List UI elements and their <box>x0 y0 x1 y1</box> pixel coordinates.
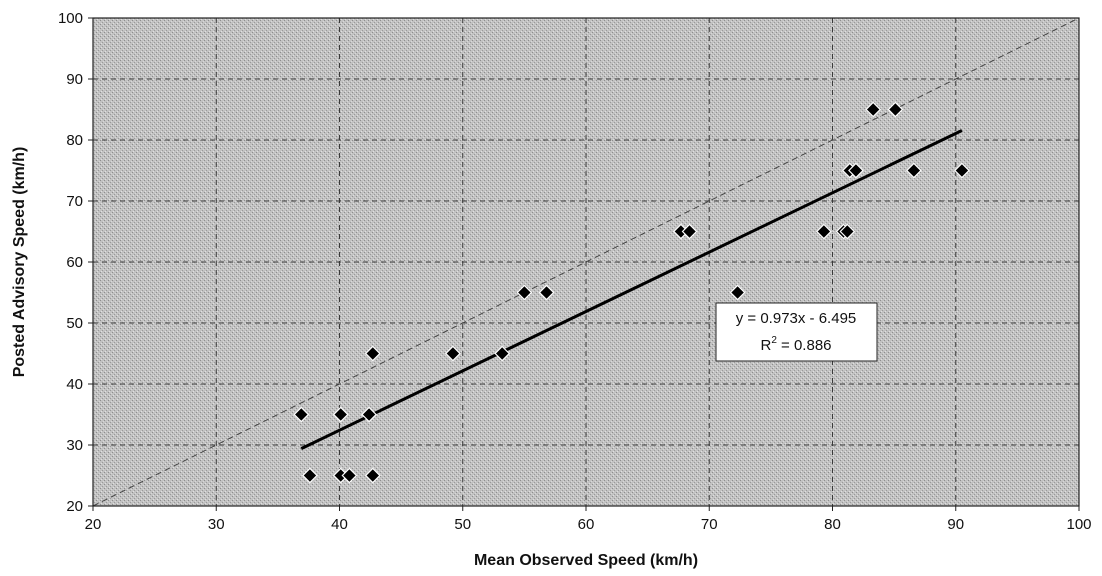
x-axis-ticks: 20 30 40 50 60 70 80 90 100 <box>85 506 1092 533</box>
reference-line <box>92 17 1080 507</box>
x-tick-label: 70 <box>701 516 718 533</box>
data-point <box>954 162 970 179</box>
data-point <box>364 345 381 362</box>
y-tick-label: 50 <box>66 315 83 332</box>
data-point <box>364 467 381 484</box>
y-axis-title: Posted Advisory Speed (km/h) <box>11 147 28 378</box>
data-point <box>848 162 864 179</box>
y-tick-label: 40 <box>66 376 83 393</box>
x-tick-label: 20 <box>85 516 102 533</box>
y-tick-label: 90 <box>66 71 83 88</box>
x-tick-label: 60 <box>578 516 595 533</box>
data-point <box>293 406 310 423</box>
data-point <box>816 223 832 240</box>
data-point <box>538 284 555 301</box>
data-point <box>729 284 746 301</box>
data-points <box>293 101 970 484</box>
data-point <box>302 467 318 484</box>
x-tick-label: 80 <box>824 516 841 533</box>
data-point <box>905 162 922 179</box>
data-point <box>361 406 377 423</box>
data-point <box>865 101 882 118</box>
trendline <box>300 129 963 450</box>
y-tick-label: 100 <box>58 10 83 27</box>
x-tick-label: 100 <box>1066 516 1091 533</box>
x-tick-label: 50 <box>454 516 471 533</box>
data-point <box>445 345 461 362</box>
data-point <box>681 223 698 240</box>
y-tick-label: 70 <box>66 193 83 210</box>
data-point <box>839 223 856 240</box>
data-point <box>332 406 349 423</box>
gridlines <box>93 18 1079 506</box>
x-tick-label: 30 <box>208 516 225 533</box>
data-point <box>494 345 511 362</box>
y-tick-label: 20 <box>66 498 83 515</box>
x-tick-label: 40 <box>331 516 348 533</box>
data-point <box>516 284 533 301</box>
x-axis-title: Mean Observed Speed (km/h) <box>474 552 698 569</box>
y-tick-label: 80 <box>66 132 83 149</box>
x-tick-label: 90 <box>947 516 964 533</box>
trendline-equation-box: y = 0.973x - 6.495 R2 = 0.886 <box>715 302 878 362</box>
trendline-equation: y = 0.973x - 6.495 <box>736 310 857 327</box>
y-tick-label: 60 <box>66 254 83 271</box>
data-point <box>341 467 358 484</box>
data-point <box>887 101 904 118</box>
y-axis-ticks: 20 30 40 50 60 70 80 90 100 <box>58 10 93 515</box>
y-tick-label: 30 <box>66 437 83 454</box>
r-squared-label: R2 = 0.886 <box>760 335 831 354</box>
